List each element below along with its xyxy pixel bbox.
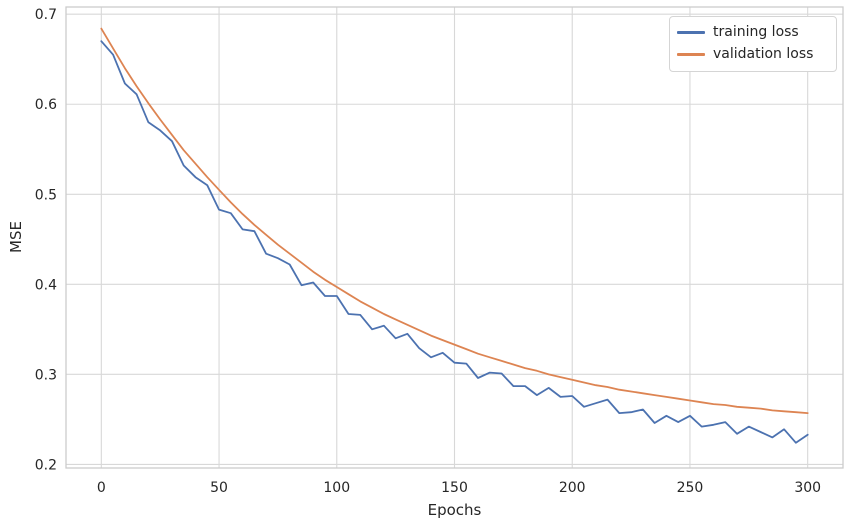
y-tick-label: 0.4 xyxy=(35,277,57,293)
validation-loss-line xyxy=(100,27,809,415)
x-tick-label: 150 xyxy=(441,480,468,496)
legend-label-training-loss: training loss xyxy=(713,24,799,40)
legend-item-validation-loss: validation loss xyxy=(677,45,828,64)
legend-item-training-loss: training loss xyxy=(677,23,828,42)
x-tick-label: 300 xyxy=(794,480,821,496)
y-tick-label: 0.7 xyxy=(35,7,57,23)
y-axis-title: MSE xyxy=(7,221,25,253)
legend-label-validation-loss: validation loss xyxy=(713,46,814,62)
plot-frame-group xyxy=(65,6,844,469)
x-tick-label: 250 xyxy=(677,480,704,496)
plot-border xyxy=(65,6,844,469)
tick-labels-group: 0 50 100 150 200 250 300 0.2 0.3 0.4 0.5 0.6 0.7 xyxy=(35,7,821,496)
y-tick-label: 0.3 xyxy=(35,367,57,383)
grid-group xyxy=(66,7,843,468)
training-loss-line xyxy=(100,40,809,444)
x-tick-label: 50 xyxy=(210,480,228,496)
validation-loss-line-swatch xyxy=(677,53,705,56)
y-tick-label: 0.5 xyxy=(35,187,57,203)
x-tick-label: 0 xyxy=(97,480,106,496)
x-tick-label: 200 xyxy=(559,480,586,496)
training-loss-line-swatch xyxy=(677,31,705,34)
x-axis-title: Epochs xyxy=(427,501,482,519)
y-tick-label: 0.2 xyxy=(35,457,57,473)
series-group xyxy=(100,27,809,444)
x-tick-label: 100 xyxy=(323,480,350,496)
y-tick-label: 0.6 xyxy=(35,97,57,113)
legend: training loss validation loss xyxy=(669,16,837,72)
